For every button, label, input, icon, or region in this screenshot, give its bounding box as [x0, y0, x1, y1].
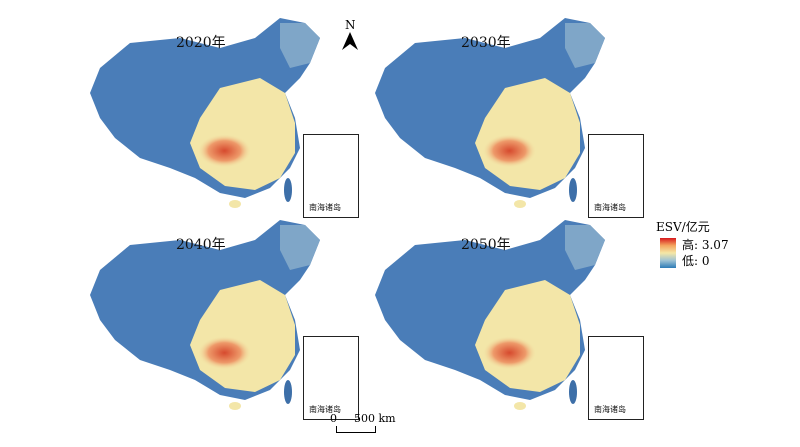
map-panel-2040: 2040年 南海诸岛: [70, 210, 370, 420]
hainan-island: [514, 402, 526, 410]
panel-year-label: 2050年: [461, 237, 511, 253]
south-china-sea-inset: 南海诸岛: [303, 134, 359, 218]
map-panel-2030: 2030年 南海诸岛: [355, 8, 655, 218]
legend-low-label: 低: 0: [682, 254, 710, 268]
legend: ESV/亿元 高: 3.07 低: 0: [656, 218, 746, 278]
inset-label: 南海诸岛: [594, 203, 626, 212]
taiwan-island: [569, 178, 577, 202]
china-map-2050: [375, 220, 605, 410]
northeast-region: [280, 225, 320, 270]
scale-end-label: 500 km: [354, 412, 396, 425]
taiwan-island: [284, 178, 292, 202]
northeast-region: [280, 23, 320, 68]
north-arrow-icon: [342, 32, 358, 50]
high-esv-zone: [460, 120, 550, 176]
scale-bar-line: [336, 426, 376, 433]
map-panel-2020: 2020年 南海诸岛: [70, 8, 370, 218]
panel-year-label: 2040年: [176, 237, 226, 253]
inset-label: 南海诸岛: [594, 405, 626, 414]
china-map-2040: [90, 220, 320, 410]
taiwan-island: [569, 380, 577, 404]
china-map-2030: [375, 18, 605, 208]
north-arrow-letter: N: [345, 18, 356, 32]
taiwan-island: [284, 380, 292, 404]
panel-year-label: 2020年: [176, 35, 226, 51]
china-map-2020: [90, 18, 320, 208]
inset-label: 南海诸岛: [309, 203, 341, 212]
legend-color-ramp: [660, 238, 676, 268]
hainan-island: [514, 200, 526, 208]
south-china-sea-inset: 南海诸岛: [303, 336, 359, 420]
high-esv-zone: [175, 322, 265, 378]
scale-start-label: 0: [330, 412, 337, 425]
northeast-region: [565, 23, 605, 68]
south-china-sea-inset: 南海诸岛: [588, 134, 644, 218]
scale-bar: 0 500 km: [326, 412, 406, 434]
map-panel-2050: 2050年 南海诸岛: [355, 210, 655, 420]
hainan-island: [229, 402, 241, 410]
high-esv-zone: [175, 120, 265, 176]
panel-year-label: 2030年: [461, 35, 511, 51]
inset-label: 南海诸岛: [309, 405, 341, 414]
high-esv-zone: [460, 322, 550, 378]
hainan-island: [229, 200, 241, 208]
legend-title: ESV/亿元: [656, 220, 710, 234]
south-china-sea-inset: 南海诸岛: [588, 336, 644, 420]
legend-high-label: 高: 3.07: [682, 238, 729, 252]
north-arrow: N: [340, 18, 360, 52]
northeast-region: [565, 225, 605, 270]
